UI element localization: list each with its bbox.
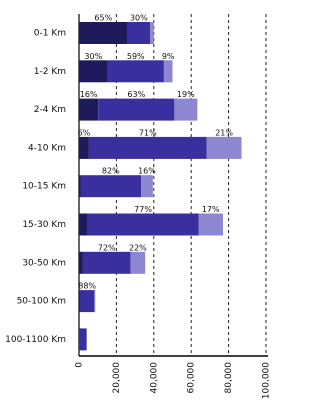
bar-segment bbox=[107, 60, 164, 83]
percent-label: 72% bbox=[98, 243, 116, 252]
percent-label: 30% bbox=[130, 14, 148, 23]
y-tick-label: 10-15 Km bbox=[22, 182, 66, 192]
bar-segment bbox=[79, 175, 81, 198]
y-tick-label: 15-30 Km bbox=[22, 220, 66, 230]
percent-label: 17% bbox=[202, 205, 220, 214]
percent-label: 9% bbox=[162, 52, 175, 61]
x-tick-label: 20,000 bbox=[112, 362, 122, 394]
percent-label: 19% bbox=[177, 90, 195, 99]
percent-label: 77% bbox=[134, 205, 152, 214]
bar-segment bbox=[79, 136, 89, 159]
y-tick-label: 1-2 Km bbox=[34, 67, 66, 77]
percent-label: 71% bbox=[139, 128, 157, 137]
bar-segment bbox=[79, 22, 128, 44]
percent-label: 82% bbox=[102, 167, 120, 176]
percent-label: 30% bbox=[84, 52, 102, 61]
bar-segment bbox=[80, 175, 142, 198]
y-tick-label: 4-10 Km bbox=[28, 143, 66, 153]
bar-segment bbox=[127, 22, 151, 44]
bar-segment bbox=[79, 213, 88, 236]
percent-label: 59% bbox=[127, 52, 145, 61]
bar-segment bbox=[141, 175, 153, 198]
percent-label: 6% bbox=[78, 128, 91, 137]
y-tick-label: 0-1 Km bbox=[34, 29, 66, 39]
x-tick-label: 80,000 bbox=[224, 362, 234, 394]
bar-segment bbox=[79, 60, 108, 83]
bar-segment bbox=[174, 98, 198, 121]
bar-segment bbox=[198, 213, 223, 236]
bar-segment bbox=[79, 290, 95, 313]
y-tick-label: 30-50 Km bbox=[22, 258, 66, 268]
percent-label: 65% bbox=[94, 14, 112, 23]
percent-label: 22% bbox=[129, 243, 147, 252]
chart: 0 20,000 40,000 60,000 80,000 100,000 0-1 Km 65… bbox=[5, 14, 270, 400]
percent-label: 16% bbox=[80, 90, 98, 99]
percent-label: 88% bbox=[78, 282, 96, 291]
percent-label: 21% bbox=[215, 128, 233, 137]
y-tick-label: 100-1100 Km bbox=[5, 335, 66, 345]
bar-segment bbox=[82, 251, 131, 274]
x-tick-label: 0 bbox=[75, 362, 85, 368]
bar-segment bbox=[79, 251, 83, 274]
bar-segment bbox=[88, 136, 207, 159]
bar-segment bbox=[79, 290, 80, 313]
bar-segment bbox=[163, 60, 173, 83]
bar-segment bbox=[206, 136, 242, 159]
percent-label: 16% bbox=[138, 167, 156, 176]
percent-label: 63% bbox=[127, 90, 145, 99]
bar-segment bbox=[79, 98, 99, 121]
bar-segment bbox=[87, 213, 199, 236]
y-tick-label: 50-100 Km bbox=[17, 297, 66, 307]
bar-segment bbox=[150, 22, 154, 44]
y-tick-label: 2-4 Km bbox=[34, 105, 66, 115]
bar-segment bbox=[79, 328, 87, 351]
bar-segment bbox=[98, 98, 175, 121]
x-tick-label: 100,000 bbox=[262, 362, 270, 399]
bar-segment bbox=[94, 290, 96, 313]
bar-segment bbox=[130, 251, 146, 274]
x-tick-label: 60,000 bbox=[187, 362, 197, 394]
x-tick-label: 40,000 bbox=[149, 362, 159, 394]
